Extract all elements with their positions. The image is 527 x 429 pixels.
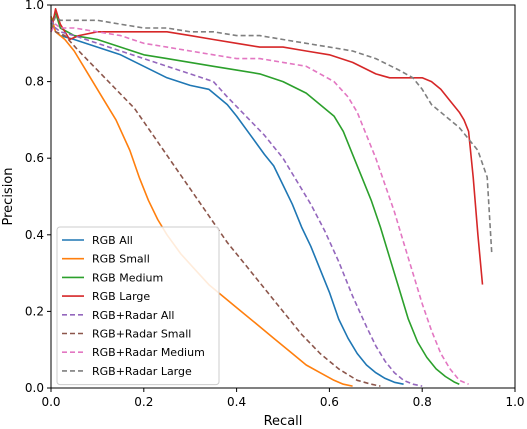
legend-box [56, 226, 220, 386]
legend-label: RGB+Radar Medium [92, 346, 205, 359]
series-line-8 [50, 15, 493, 255]
legend-label: RGB+Radar All [92, 309, 174, 322]
y-tick-label: 0.6 [25, 151, 44, 165]
x-axis-label: Recall [264, 414, 303, 429]
series-line-4 [50, 8, 484, 285]
x-tick-label: 0.4 [227, 395, 246, 409]
series-layer [50, 8, 493, 387]
series-line-7 [50, 23, 469, 385]
x-axis: 0.0 0.2 0.4 0.6 0.8 1.0 [41, 388, 525, 409]
x-tick-label: 0.0 [41, 395, 60, 409]
legend-label: RGB Large [92, 290, 150, 303]
y-tick-label: 0.0 [25, 381, 44, 395]
legend: RGB All RGB Small RGB Medium RGB Large RGB+R… [56, 226, 220, 386]
y-tick-label: 1.0 [25, 0, 44, 12]
plot-frame [50, 4, 516, 389]
series-line-1 [50, 16, 404, 385]
legend-label: RGB+Radar Small [92, 328, 191, 341]
y-tick-label: 0.2 [25, 304, 44, 318]
series-line-5 [50, 19, 423, 387]
legend-label: RGB Medium [92, 271, 163, 284]
y-axis-label: Precision [1, 167, 16, 225]
y-axis: 0.0 0.2 0.4 0.6 0.8 1.0 [25, 0, 51, 395]
legend-label: RGB All [92, 234, 133, 247]
legend-label: RGB Small [92, 253, 150, 266]
y-tick-label: 0.8 [25, 75, 44, 89]
y-tick-label: 0.4 [25, 228, 44, 242]
series-line-3 [50, 11, 460, 385]
x-tick-label: 0.2 [134, 395, 153, 409]
x-tick-label: 0.8 [413, 395, 432, 409]
series-line-6 [50, 23, 381, 387]
x-tick-label: 0.6 [320, 395, 339, 409]
legend-label: RGB+Radar Large [92, 365, 192, 378]
x-tick-label: 1.0 [505, 395, 524, 409]
